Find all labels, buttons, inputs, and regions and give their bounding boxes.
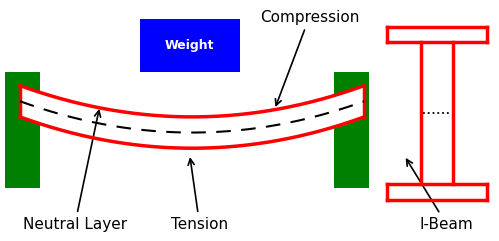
Bar bbox=[334, 72, 369, 188]
Text: Weight: Weight bbox=[165, 39, 215, 52]
Text: I-Beam: I-Beam bbox=[407, 159, 474, 232]
Text: Tension: Tension bbox=[171, 159, 228, 232]
Text: Compression: Compression bbox=[259, 10, 359, 105]
Text: Neutral Layer: Neutral Layer bbox=[23, 111, 127, 232]
Bar bbox=[5, 72, 40, 188]
Bar bbox=[140, 19, 240, 72]
